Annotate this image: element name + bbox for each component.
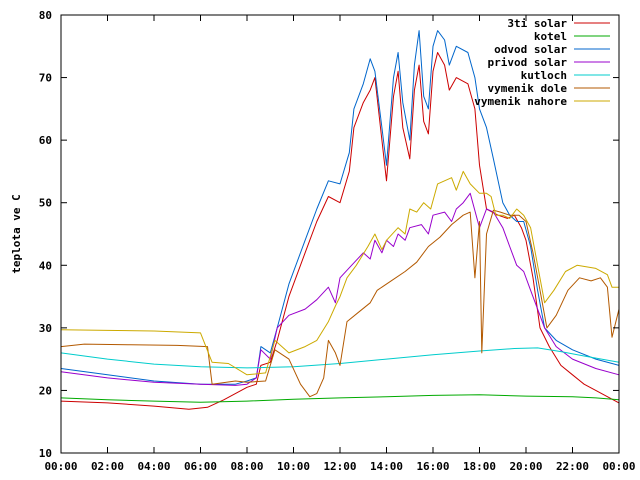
- x-tick-label: 16:00: [416, 460, 449, 473]
- legend-label: kutloch: [521, 69, 567, 82]
- y-tick-label: 60: [39, 134, 52, 147]
- y-tick-label: 40: [39, 259, 52, 272]
- legend-label: odvod solar: [494, 43, 567, 56]
- x-tick-label: 14:00: [370, 460, 403, 473]
- x-tick-label: 06:00: [184, 460, 217, 473]
- y-tick-label: 10: [39, 447, 52, 460]
- legend-label: 3ti solar: [507, 17, 567, 30]
- x-tick-label: 12:00: [323, 460, 356, 473]
- legend-label: kotel: [534, 30, 567, 43]
- y-tick-label: 80: [39, 9, 52, 22]
- y-tick-label: 30: [39, 322, 52, 335]
- series-line-kutloch: [60, 347, 620, 369]
- legend-label: vymenik nahore: [474, 95, 567, 108]
- y-axis-label: teplota ve C: [10, 194, 23, 273]
- legend-label: privod solar: [488, 56, 568, 69]
- x-tick-label: 08:00: [230, 460, 263, 473]
- x-tick-label: 00:00: [44, 460, 77, 473]
- series-layer: [60, 30, 620, 410]
- y-ticks: 10 20 30 40 50 60 70 80: [39, 9, 619, 460]
- series-line-vymenik-nahore: [60, 170, 619, 376]
- series-line-odvod-solar: [60, 30, 620, 385]
- y-tick-label: 20: [39, 384, 52, 397]
- series-line-kotel: [60, 394, 620, 403]
- x-tick-label: 18:00: [463, 460, 496, 473]
- y-tick-label: 50: [39, 197, 52, 210]
- x-tick-label: 02:00: [91, 460, 124, 473]
- x-tick-label: 04:00: [137, 460, 170, 473]
- x-tick-label: 20:00: [509, 460, 542, 473]
- y-tick-label: 70: [39, 72, 52, 85]
- x-tick-label: 22:00: [556, 460, 589, 473]
- series-line-vymenik-dole: [60, 209, 620, 398]
- x-tick-label: 00:00: [602, 460, 635, 473]
- series-line-privod-solar: [60, 192, 620, 386]
- legend-label: vymenik dole: [488, 82, 568, 95]
- x-tick-label: 10:00: [277, 460, 310, 473]
- x-ticks: 00:00 02:00 04:00 06:00 08:00 10:00 12:00 14:00…: [44, 15, 636, 473]
